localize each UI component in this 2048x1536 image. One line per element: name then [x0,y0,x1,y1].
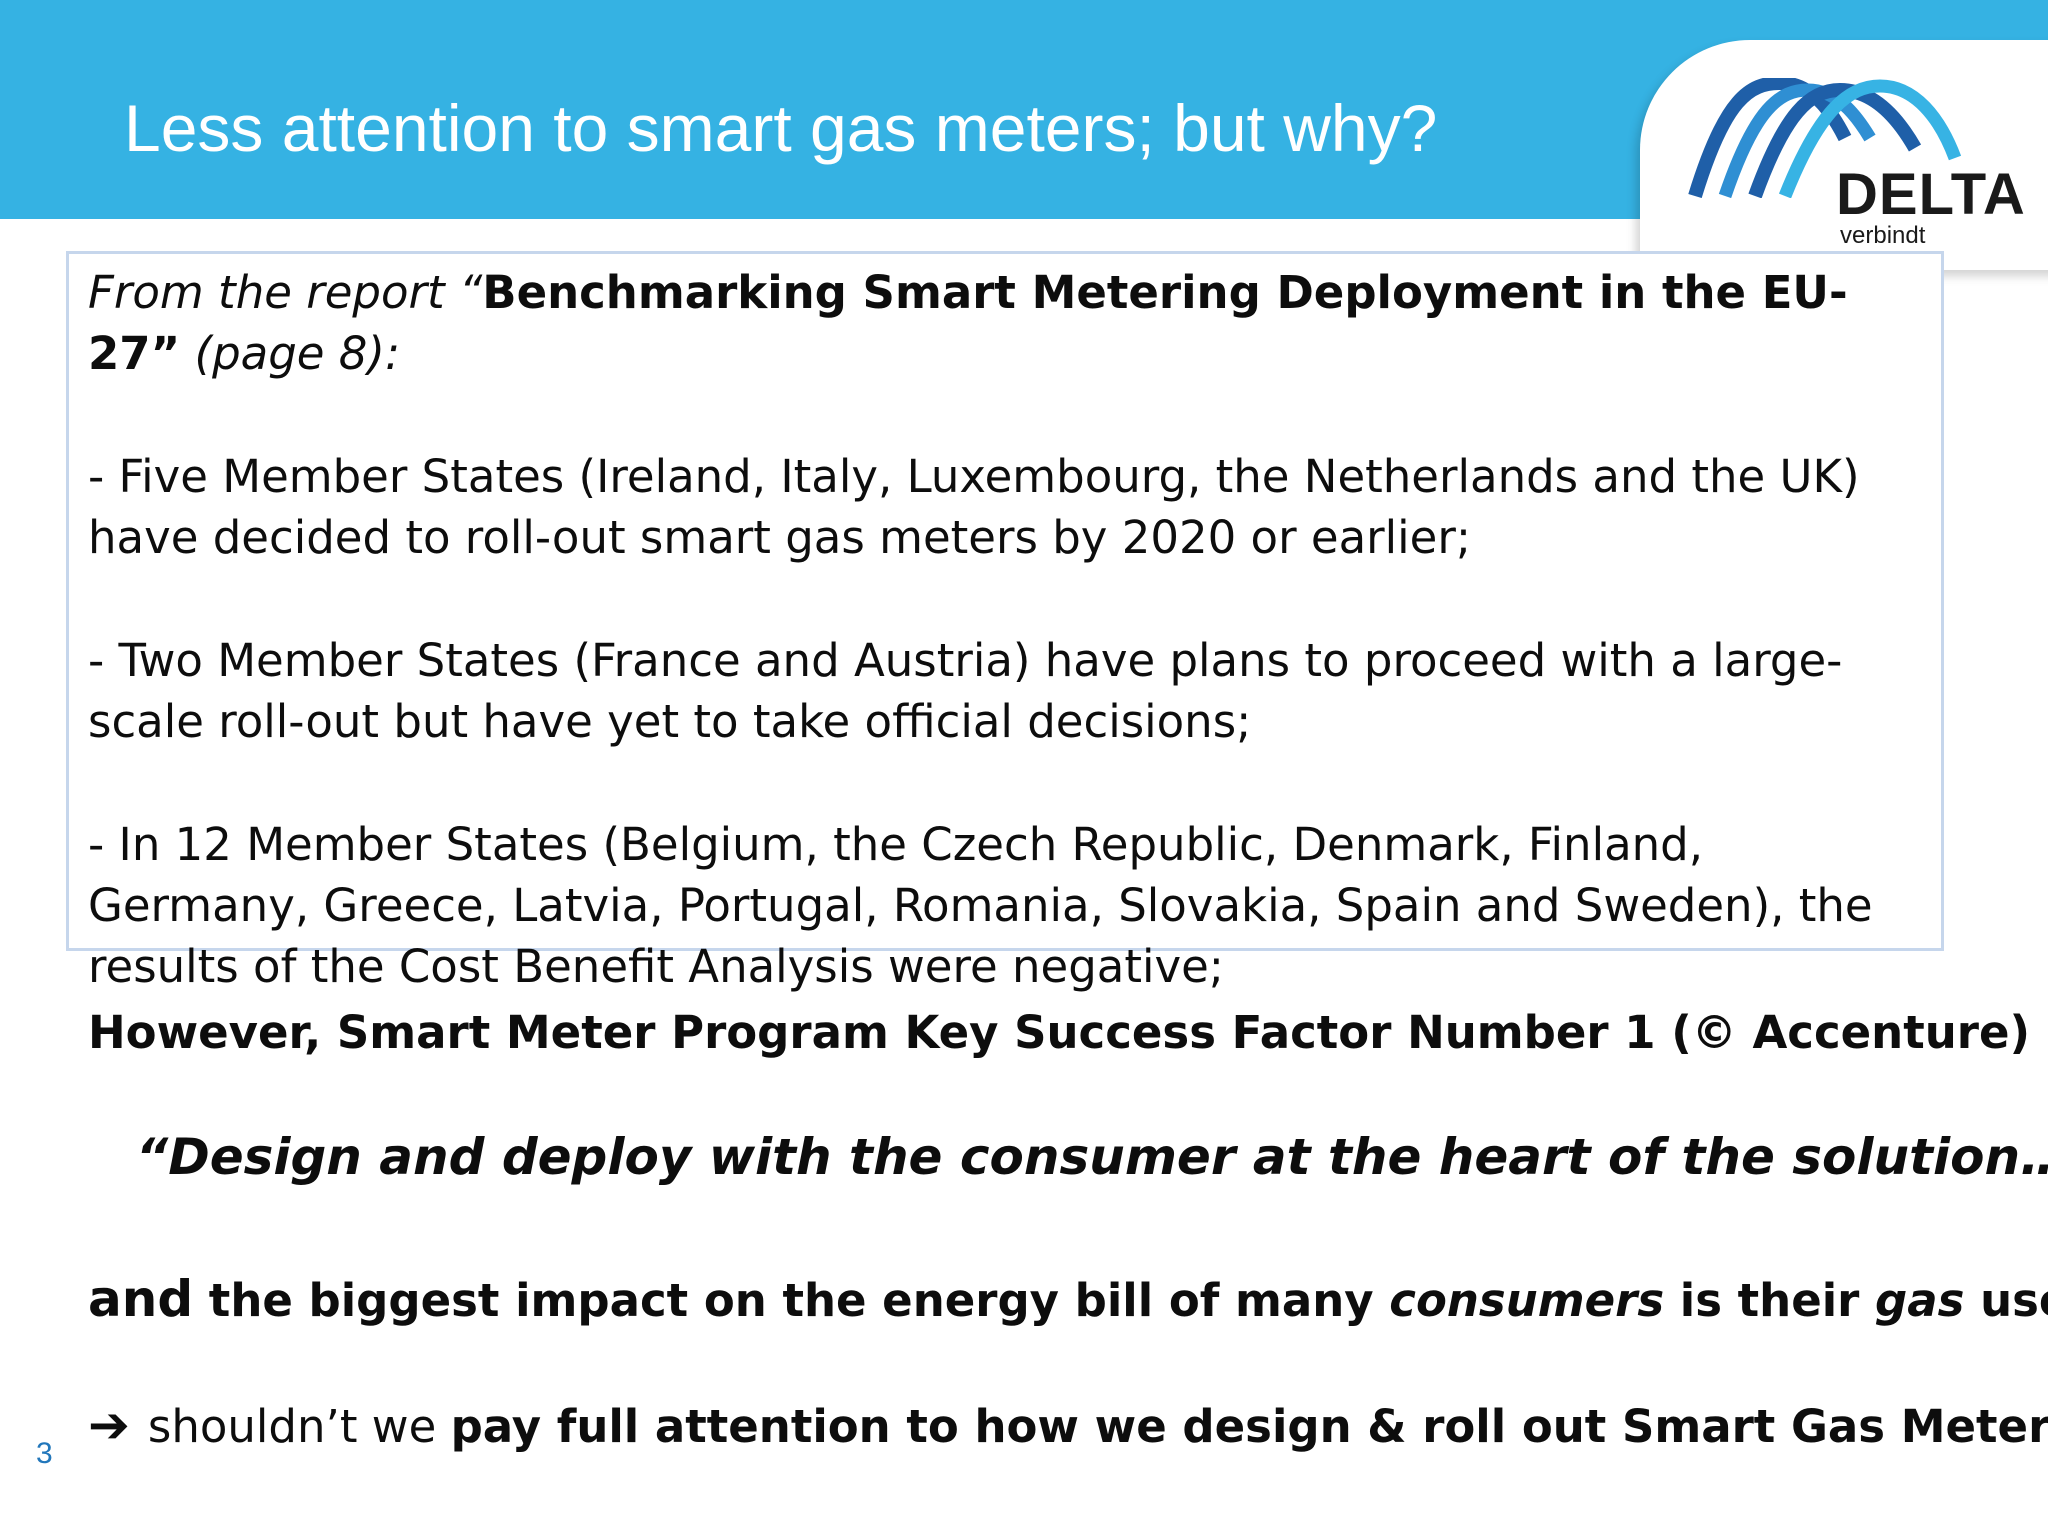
consumers-word: consumers [1389,1274,1665,1327]
energy-bill-text-3: use.. [1980,1274,2048,1327]
report-quote-box [66,251,1944,951]
and-word: and [88,1270,194,1328]
delta-arches-logo-icon [1688,78,1962,198]
report-quote-content: From the report “Benchmarking Smart Mete… [88,262,1928,997]
conclusion-bold: pay full attention to how we design & ro… [450,1400,2048,1453]
conclusion-plain: shouldn’t we [147,1400,451,1453]
report-intro-suffix: (page 8): [180,327,401,380]
report-intro-prefix: From the report “ [88,266,483,319]
logo-wordmark: DELTA [1836,162,2026,227]
logo-tagline: verbindt [1840,222,1926,249]
page-number: 3 [36,1437,53,1470]
energy-bill-text-1: the biggest impact on the energy bill of… [193,1274,1390,1327]
report-intro: From the report “Benchmarking Smart Mete… [88,262,1928,384]
conclusion-line: ➔ shouldn’t we pay full attention to how … [88,1396,2048,1454]
gas-word: gas [1875,1274,1965,1327]
energy-bill-line: and the biggest impact on the energy bil… [88,1270,2048,1328]
success-factor-line: However, Smart Meter Program Key Success… [88,1006,2048,1059]
report-bullet-1: - Five Member States (Ireland, Italy, Lu… [88,450,1860,564]
arrow-right-icon: ➔ [88,1396,130,1454]
accenture-quote: “Design and deploy with the consumer at … [136,1128,2048,1186]
report-bullet-2: - Two Member States (France and Austria)… [88,634,1843,748]
slide-title: Less attention to smart gas meters; but … [124,91,1438,165]
report-name: Benchmarking Smart Metering Deployment i… [88,266,1848,380]
report-bullet-3: - In 12 Member States (Belgium, the Czec… [88,818,1873,993]
energy-bill-text-2: is their [1664,1274,1876,1327]
